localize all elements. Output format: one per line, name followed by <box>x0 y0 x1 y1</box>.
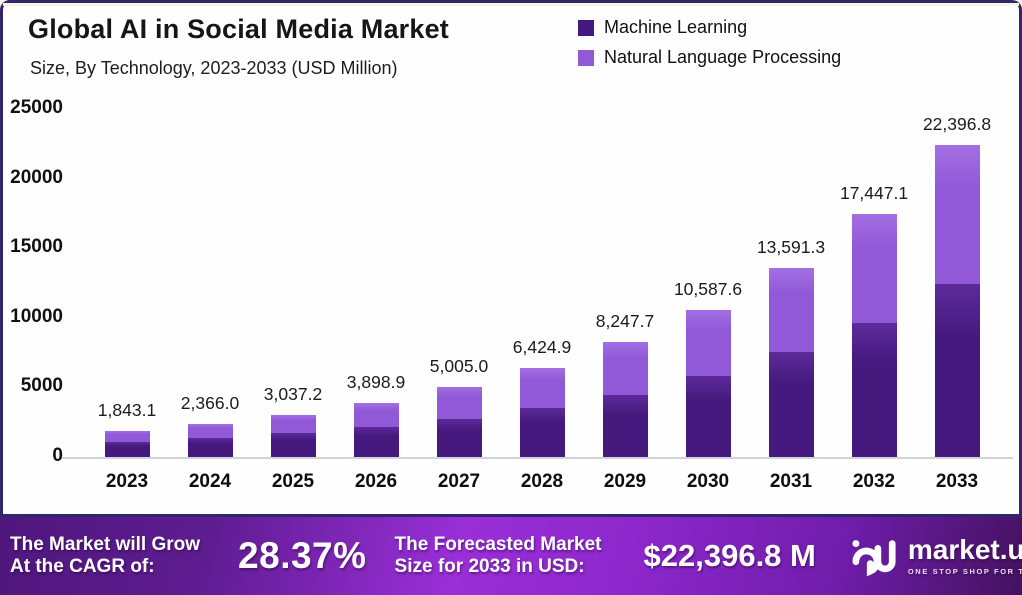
chart-title: Global AI in Social Media Market <box>28 14 449 44</box>
bar-total-label: 2,366.0 <box>180 393 240 414</box>
y-tick-label: 25000 <box>10 97 63 118</box>
x-tick-label: 2030 <box>686 471 730 492</box>
forecast-text: The Forecasted Market Size for 2033 in U… <box>395 534 602 579</box>
cagr-value: 28.37% <box>238 535 367 576</box>
bar-segment-machine-learning-2028 <box>519 408 565 457</box>
x-tick-label: 2032 <box>852 471 896 492</box>
legend-swatch-machine-learning <box>578 19 594 36</box>
bar-segment-natural-language-processing-2024 <box>187 424 233 439</box>
legend-swatch-nlp <box>578 49 594 66</box>
bar-segment-natural-language-processing-2031 <box>768 267 814 353</box>
brand-name: market.us <box>907 534 1022 565</box>
forecast-line2: Size for 2033 in USD: <box>394 556 585 577</box>
cagr-line1: The Market will Grow <box>10 533 201 555</box>
y-tick-label: 10000 <box>10 305 63 327</box>
chart-subtitle: Size, By Technology, 2023-2033 (USD Mill… <box>30 58 398 78</box>
x-tick-label: 2027 <box>437 471 481 492</box>
bar-segment-machine-learning-2025 <box>270 433 316 457</box>
bar-total-label: 8,247.7 <box>595 311 655 332</box>
bar-segment-machine-learning-2027 <box>436 418 482 457</box>
bar-total-label: 13,591.3 <box>756 236 826 257</box>
y-tick-label: 5000 <box>20 375 63 397</box>
legend-label: Natural Language Processing <box>604 47 842 67</box>
legend: Machine Learning Natural Language Proces… <box>578 17 841 77</box>
bar-segment-natural-language-processing-2033 <box>934 145 980 284</box>
bar-total-label: 3,898.9 <box>346 371 406 392</box>
brand-tagline: ONE STOP SHOP FOR THE REPORTS <box>907 567 1022 576</box>
marketus-logo-icon <box>852 540 896 577</box>
bar-segment-natural-language-processing-2026 <box>353 402 399 428</box>
bar-segment-machine-learning-2031 <box>768 352 814 457</box>
bar-segment-natural-language-processing-2025 <box>270 414 316 434</box>
x-axis-line <box>61 457 1013 459</box>
bar-segment-natural-language-processing-2032 <box>851 214 897 323</box>
y-tick-label: 20000 <box>10 166 63 188</box>
bar-segment-machine-learning-2033 <box>934 283 980 457</box>
bar-segment-machine-learning-2026 <box>353 427 399 457</box>
forecast-value: $22,396.8 M <box>643 538 816 573</box>
cagr-text: The Market will Grow At the CAGR of: <box>10 534 200 579</box>
x-tick-label: 2029 <box>603 471 647 492</box>
bar-total-label: 1,843.1 <box>97 400 157 421</box>
y-tick-label: 0 <box>52 445 63 466</box>
bar-total-label: 22,396.8 <box>922 114 992 135</box>
y-tick-label: 15000 <box>10 236 63 258</box>
bar-segment-natural-language-processing-2027 <box>436 387 482 419</box>
legend-item-nlp: Natural Language Processing <box>578 47 841 68</box>
x-tick-label: 2024 <box>188 471 232 492</box>
forecast-line1: The Forecasted Market <box>394 533 602 555</box>
chart-card: 0 5000 10000 15000 20000 25000 1,843.1 2023 2,36… <box>0 0 1022 517</box>
bar-segment-natural-language-processing-2028 <box>519 367 565 409</box>
bar-total-label: 6,424.9 <box>512 336 572 357</box>
bar-segment-natural-language-processing-2029 <box>602 342 648 395</box>
bar-total-label: 10,587.6 <box>673 278 743 299</box>
bar-total-label: 3,037.2 <box>263 383 323 404</box>
legend-label: Machine Learning <box>604 17 748 37</box>
bar-total-label: 5,005.0 <box>429 356 489 377</box>
bar-segment-machine-learning-2023 <box>104 442 150 457</box>
bar-segment-machine-learning-2032 <box>851 322 897 457</box>
brand-text: market.us ONE STOP SHOP FOR THE REPORTS <box>907 534 1022 577</box>
bar-total-label: 17,447.1 <box>839 183 909 204</box>
x-tick-label: 2028 <box>520 471 564 492</box>
footer-banner: The Market will Grow At the CAGR of: 28.… <box>0 517 1022 595</box>
x-tick-label: 2023 <box>105 471 149 492</box>
bar-segment-machine-learning-2024 <box>187 438 233 457</box>
bar-segment-natural-language-processing-2023 <box>104 431 150 443</box>
marketus-logo: market.us ONE STOP SHOP FOR THE REPORTS <box>850 534 1022 578</box>
x-tick-label: 2031 <box>769 471 813 492</box>
bar-segment-machine-learning-2029 <box>602 394 648 457</box>
bar-segment-machine-learning-2030 <box>685 376 731 457</box>
cagr-line2: At the CAGR of: <box>10 556 155 577</box>
card-top-edge <box>3 3 1019 6</box>
bar-segment-natural-language-processing-2030 <box>685 309 731 377</box>
x-tick-label: 2025 <box>271 471 315 492</box>
x-tick-label: 2026 <box>354 471 398 492</box>
plot-area: 0 5000 10000 15000 20000 25000 1,843.1 2023 2,36… <box>3 3 1019 514</box>
legend-item-machine-learning: Machine Learning <box>578 17 841 38</box>
x-tick-label: 2033 <box>935 471 979 492</box>
